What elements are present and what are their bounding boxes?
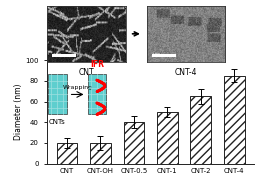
Text: CNTs: CNTs [49, 119, 66, 125]
Bar [90, 143, 111, 164]
Bar [123, 122, 144, 164]
Text: CNT: CNT [79, 68, 94, 77]
Text: IFR: IFR [90, 61, 104, 69]
Y-axis label: Diameter (nm): Diameter (nm) [14, 84, 23, 140]
Bar [190, 96, 211, 164]
Bar [157, 112, 178, 164]
Bar [48, 74, 67, 114]
Bar [57, 143, 77, 164]
Bar [224, 76, 245, 164]
Bar [88, 74, 106, 114]
Text: Wrapping: Wrapping [63, 85, 92, 90]
Text: CNT-4: CNT-4 [175, 68, 197, 77]
Text: 300 nm: 300 nm [53, 53, 69, 58]
Bar [151, 54, 176, 57]
Bar [52, 54, 77, 57]
Text: 300 nm: 300 nm [152, 53, 168, 58]
